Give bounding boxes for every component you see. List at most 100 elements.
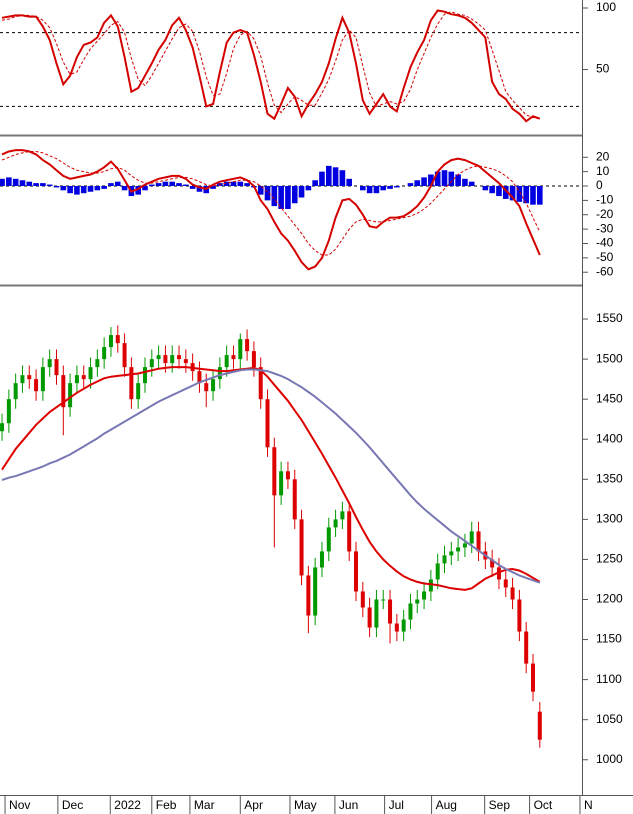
histogram-bar — [142, 185, 148, 191]
histogram-bar — [536, 185, 543, 205]
x-tick-label: Dec — [62, 798, 83, 812]
histogram-bar — [496, 185, 502, 197]
y-tick-label: 10 — [596, 164, 610, 178]
candle-body — [394, 623, 399, 632]
signal-line — [1, 11, 540, 120]
candle-body — [40, 367, 45, 392]
candle-body — [510, 587, 515, 600]
histogram-bar — [114, 181, 121, 186]
candle-body — [313, 567, 318, 616]
y-tick-label: 1500 — [596, 351, 623, 365]
histogram-bar — [162, 181, 169, 186]
histogram-bar — [366, 185, 373, 194]
histogram-bar — [332, 167, 339, 186]
histogram-bar — [291, 185, 298, 204]
histogram-bar — [285, 185, 291, 209]
candle-body — [503, 579, 508, 588]
candle-body — [81, 375, 86, 380]
histogram-bar — [339, 170, 346, 186]
histogram-bar — [502, 185, 509, 199]
histogram-bar — [135, 185, 141, 195]
candle-body — [102, 347, 107, 360]
histogram-bar — [482, 185, 489, 191]
candle-body — [449, 551, 454, 556]
y-tick-label: 1150 — [596, 632, 622, 646]
candle-body — [231, 355, 236, 360]
candle-body — [0, 423, 5, 432]
y-tick-label: 0 — [596, 178, 603, 192]
histogram-bar — [264, 185, 271, 201]
candle-body — [95, 359, 100, 368]
x-tick-label: N — [584, 798, 593, 812]
histogram-bar — [380, 185, 387, 191]
candle-body — [422, 591, 427, 600]
y-tick-label: -20 — [596, 207, 614, 221]
candle-body — [6, 399, 11, 424]
candle-body — [217, 367, 222, 380]
candle-body — [476, 531, 481, 552]
histogram-bar — [305, 185, 312, 191]
histogram-bar — [12, 178, 19, 186]
histogram-bar — [53, 185, 60, 188]
candle-body — [340, 511, 345, 520]
x-tick-label: Apr — [244, 798, 263, 812]
histogram-bar — [223, 181, 230, 186]
histogram-bar — [67, 185, 73, 194]
histogram-bar — [40, 183, 46, 186]
y-tick-label: 1000 — [596, 752, 623, 766]
histogram-bar — [462, 178, 468, 186]
histogram-bar — [312, 180, 318, 186]
y-tick-label: 1200 — [596, 592, 623, 606]
y-tick-label: -50 — [596, 250, 614, 264]
histogram-bar — [407, 183, 414, 186]
candle-body — [354, 551, 359, 592]
histogram-bar — [509, 185, 516, 201]
histogram-bar — [489, 185, 495, 194]
candle-body — [292, 479, 297, 520]
histogram-bar — [6, 177, 12, 186]
histogram-bar — [87, 185, 94, 192]
candle-body — [456, 547, 461, 552]
histogram-bar — [74, 185, 80, 195]
indicator-line — [1, 149, 541, 271]
candle-body — [177, 355, 182, 360]
candle-body — [197, 371, 202, 384]
candle-body — [238, 339, 243, 360]
candle-body — [306, 575, 311, 616]
y-tick-label: 100 — [596, 0, 616, 14]
candle-body — [517, 599, 522, 632]
candle-body — [68, 383, 73, 408]
candle-body — [265, 399, 270, 448]
y-tick-label: 1050 — [596, 712, 623, 726]
histogram-bar — [189, 185, 196, 189]
candle-body — [469, 531, 474, 544]
histogram-bar — [448, 171, 455, 186]
histogram-bar — [523, 185, 529, 204]
indicator-line — [1, 366, 541, 591]
candle-body — [537, 711, 542, 740]
histogram-bar — [441, 170, 448, 186]
candle-body — [108, 335, 113, 348]
y-tick-label: -60 — [596, 264, 614, 278]
histogram-bar — [101, 185, 107, 189]
candle-body — [299, 519, 304, 576]
histogram-bar — [60, 185, 67, 191]
candle-body — [258, 367, 263, 400]
x-tick-label: Feb — [156, 798, 177, 812]
candle-body — [530, 663, 535, 692]
histogram-bar — [196, 185, 203, 192]
candle-body — [129, 367, 134, 400]
histogram-bar — [428, 174, 434, 186]
histogram-bar — [0, 178, 5, 186]
histogram-bar — [278, 185, 284, 209]
candle-body — [496, 567, 501, 580]
histogram-bar — [155, 183, 162, 186]
candle-body — [381, 599, 386, 601]
indicator-line — [1, 368, 541, 584]
x-tick-label: Nov — [9, 798, 30, 812]
candle-body — [319, 551, 324, 568]
candle-body — [442, 555, 447, 564]
y-tick-label: 50 — [596, 62, 610, 76]
x-tick-label: Oct — [534, 798, 553, 812]
